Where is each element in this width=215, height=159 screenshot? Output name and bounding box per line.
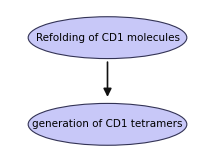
Text: Refolding of CD1 molecules: Refolding of CD1 molecules bbox=[35, 33, 180, 43]
Ellipse shape bbox=[28, 17, 187, 59]
Ellipse shape bbox=[28, 103, 187, 145]
Text: generation of CD1 tetramers: generation of CD1 tetramers bbox=[32, 119, 183, 129]
